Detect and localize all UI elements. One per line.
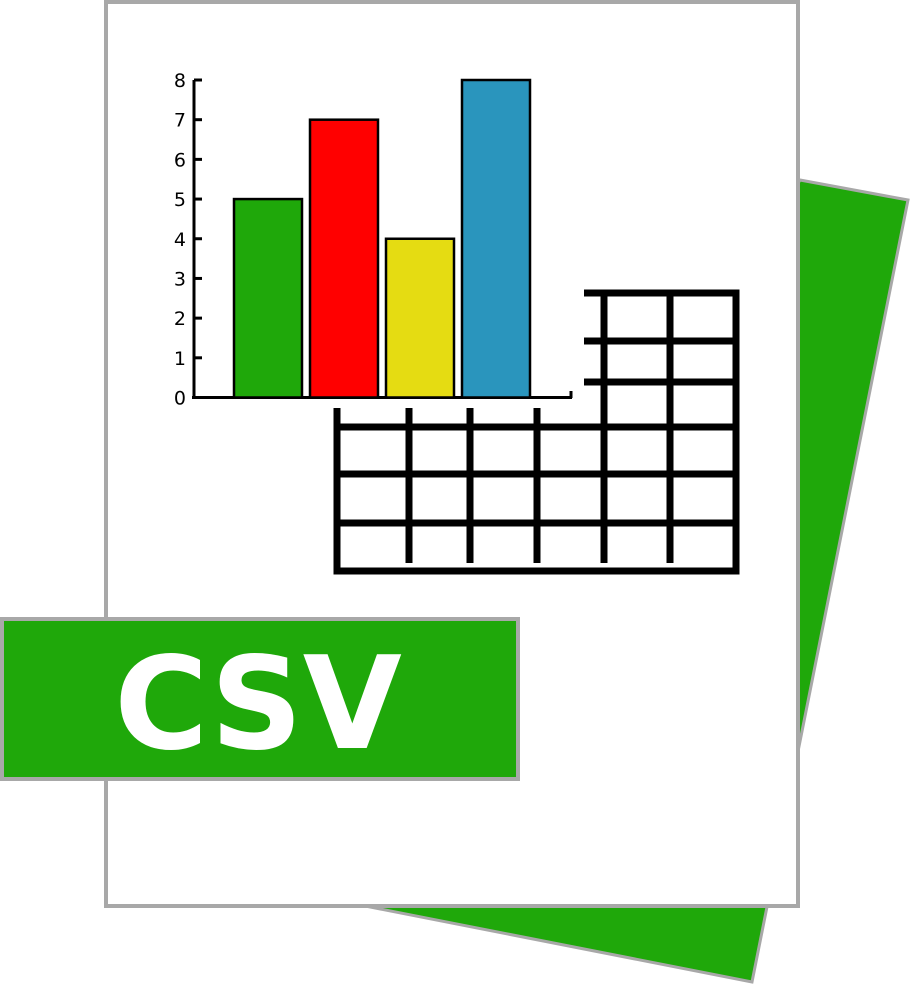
- bar-chart: 0 1 2 3 4 5 6 7 8: [174, 70, 573, 410]
- y-tick-label: 2: [174, 308, 186, 330]
- csv-badge: [0, 617, 520, 781]
- bar-4: [460, 78, 532, 399]
- badge-label: CSV: [114, 630, 402, 779]
- y-tick-label: 7: [174, 110, 186, 132]
- y-tick-label: 0: [174, 388, 186, 410]
- bar-2: [308, 118, 380, 399]
- bar-3: [384, 237, 456, 399]
- y-tick-label: 6: [174, 149, 186, 171]
- bar-1: [232, 197, 304, 399]
- y-tick-label: 8: [174, 70, 186, 92]
- y-tick-label: 1: [174, 348, 186, 370]
- y-tick-label: 5: [174, 189, 186, 211]
- spreadsheet-grid-icon: [333, 289, 740, 575]
- y-tick-label: 4: [174, 229, 186, 251]
- grid-outline: [333, 289, 740, 575]
- y-tick-label: 3: [174, 268, 186, 290]
